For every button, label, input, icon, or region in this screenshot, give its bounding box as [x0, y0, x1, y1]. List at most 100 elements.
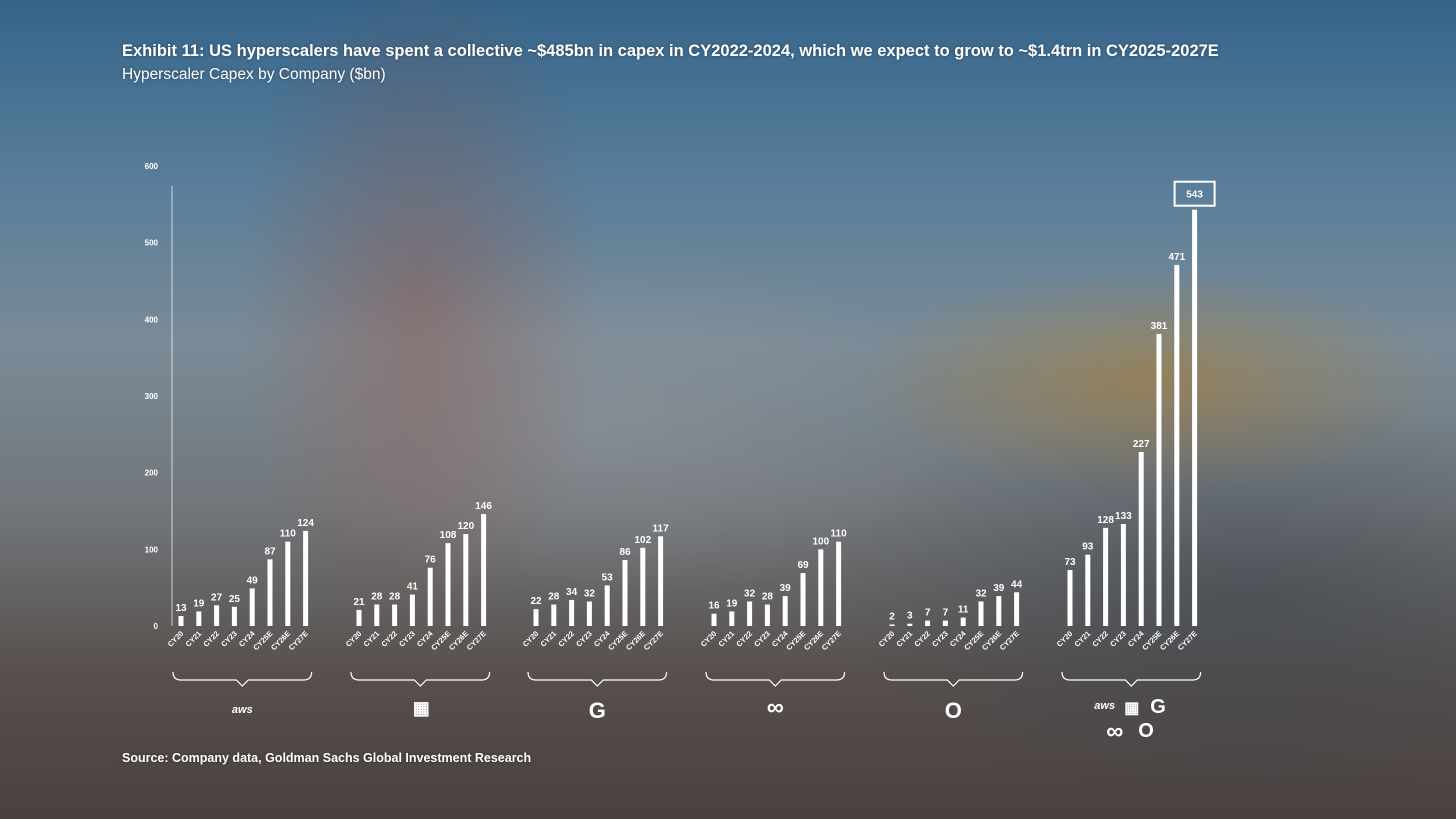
bar — [711, 613, 717, 626]
x-tick-label: CY22 — [556, 629, 576, 649]
bar — [658, 536, 664, 626]
data-label: 108 — [440, 530, 457, 541]
bar — [231, 606, 237, 626]
oracle-icon: O — [944, 698, 962, 723]
y-tick-label: 0 — [154, 622, 159, 631]
bar — [782, 596, 788, 626]
data-label: 381 — [1151, 321, 1168, 332]
x-tick-label: CY23 — [1108, 629, 1128, 649]
bar — [818, 549, 824, 626]
data-label: 133 — [1115, 511, 1132, 522]
combined-logo-part-icon: O — [1138, 720, 1154, 742]
data-label: 44 — [1011, 579, 1023, 590]
data-label: 39 — [993, 583, 1005, 594]
aws-icon: aws — [231, 704, 253, 716]
y-tick-label: 500 — [145, 239, 159, 248]
data-label: 76 — [425, 555, 437, 566]
group-bracket — [172, 671, 313, 687]
x-tick-label: CY27E — [998, 629, 1021, 652]
bar — [907, 623, 913, 626]
bar — [178, 616, 184, 626]
bar — [1085, 554, 1091, 626]
data-label: 471 — [1168, 252, 1185, 263]
data-label: 32 — [744, 588, 756, 599]
bar — [374, 604, 380, 626]
combined-logos-icon: aws ▦ G ∞ O — [1086, 696, 1176, 748]
x-tick-label: CY27E — [287, 629, 310, 652]
meta-icon: ∞ — [766, 694, 784, 721]
bar — [481, 514, 487, 626]
bar — [622, 560, 628, 626]
bar — [356, 609, 362, 626]
data-label: 87 — [264, 546, 276, 557]
y-tick-label: 300 — [145, 392, 159, 401]
data-label: 53 — [602, 572, 614, 583]
y-tick-label: 600 — [145, 162, 159, 171]
data-label: 13 — [175, 603, 187, 614]
y-tick-label: 200 — [145, 469, 159, 478]
bar — [586, 601, 592, 626]
bar — [551, 604, 557, 626]
x-tick-label: CY20 — [521, 629, 541, 649]
data-label: 543 — [1186, 190, 1203, 201]
data-label: 146 — [475, 501, 492, 512]
data-label: 7 — [925, 608, 931, 619]
chart-subtitle: Hyperscaler Capex by Company ($bn) — [122, 66, 386, 83]
x-tick-label: CY27E — [642, 629, 665, 652]
bar — [1138, 451, 1144, 626]
data-label: 117 — [653, 523, 670, 534]
bar — [1174, 264, 1180, 626]
bar — [978, 601, 984, 626]
bar — [889, 624, 895, 626]
x-tick-label: CY21 — [539, 629, 559, 649]
data-label: 102 — [634, 535, 651, 546]
data-label: 41 — [407, 582, 419, 593]
data-label: 32 — [584, 588, 596, 599]
bar — [604, 585, 610, 626]
data-label: 34 — [566, 587, 578, 598]
data-label: 49 — [247, 575, 259, 586]
data-label: 100 — [812, 536, 829, 547]
bar — [285, 541, 291, 626]
data-label: 25 — [229, 594, 241, 605]
x-tick-label: CY21 — [362, 629, 382, 649]
data-label: 2 — [889, 611, 895, 622]
data-label: 7 — [943, 608, 949, 619]
x-tick-label: CY27E — [465, 629, 488, 652]
bar — [267, 559, 273, 626]
x-tick-label: CY21 — [184, 629, 204, 649]
bar — [463, 534, 469, 626]
data-label: 39 — [780, 583, 792, 594]
combined-logo-part-icon: aws — [1094, 700, 1116, 712]
x-tick-label: CY27E — [820, 629, 843, 652]
data-label: 86 — [619, 547, 631, 558]
group-bracket — [883, 671, 1024, 687]
bar — [1120, 524, 1126, 626]
x-tick-label: CY23 — [930, 629, 950, 649]
data-label: 19 — [726, 598, 738, 609]
data-label: 3 — [907, 611, 913, 622]
x-tick-label: CY27E — [1176, 629, 1199, 652]
data-label: 69 — [797, 560, 809, 571]
x-tick-label: CY23 — [752, 629, 772, 649]
x-tick-label: CY20 — [166, 629, 186, 649]
group-bracket — [1061, 671, 1202, 687]
data-label: 110 — [831, 529, 848, 540]
data-label: 27 — [211, 592, 223, 603]
y-tick-label: 400 — [145, 315, 159, 324]
bar — [729, 611, 735, 626]
bar — [1103, 527, 1109, 626]
bar — [1192, 209, 1198, 626]
x-tick-label: CY21 — [1073, 629, 1093, 649]
data-label: 128 — [1097, 515, 1114, 526]
google-icon: G — [588, 698, 606, 723]
data-label: 124 — [297, 518, 314, 529]
data-label: 16 — [708, 601, 720, 612]
source-note: Source: Company data, Goldman Sachs Glob… — [122, 751, 532, 765]
group-bracket — [705, 671, 846, 687]
combined-logo-part-icon: G — [1150, 696, 1166, 718]
data-label: 28 — [548, 592, 560, 603]
data-label: 28 — [371, 592, 383, 603]
